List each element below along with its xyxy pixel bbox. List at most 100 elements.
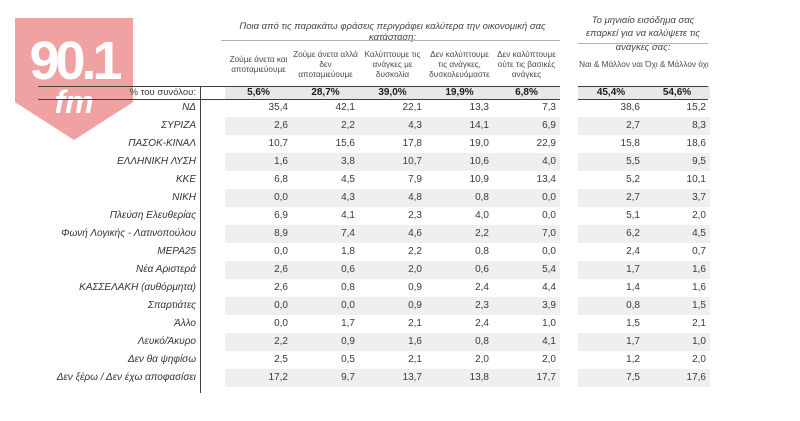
spacer [200,279,225,297]
value-cell-income: 2,4 [626,246,640,257]
column-header-economic: Δεν καλύπτουμε ούτε τις βασικές ανάγκες [497,49,556,80]
spacer [560,297,578,315]
value-cell-economic: 10,7 [268,138,288,149]
table-row: ΠΑΣΟΚ-ΚΙΝΑΛ 10,7 15,6 17,8 19,0 22,9 15,8 18,6 [0,135,710,153]
spacer [200,189,225,207]
value-cell-income: 7,5 [578,369,644,387]
value-cell-income: 4,5 [644,225,710,243]
value-cell-economic: 0,9 [292,333,359,351]
value-cell-economic: 7,0 [493,225,560,243]
table-row: Δεν ξέρω / Δεν έχω αποφασίσει 17,2 9,7 13,7… [0,369,710,387]
value-cell-economic: 2,6 [274,282,288,293]
value-cell-economic: 6,9 [493,117,560,135]
party-label: Άλλο [174,318,196,329]
spacer [560,315,578,333]
value-cell-income: 15,2 [686,102,706,113]
value-cell-income: 8,3 [644,117,710,135]
value-cell-economic: 2,0 [359,261,426,279]
value-cell-economic: 3,8 [292,153,359,171]
spacer [200,315,225,333]
value-cell-income: 1,7 [578,333,644,351]
total-cell-income: 45,4% [578,86,644,99]
value-cell-economic: 0,5 [341,354,355,365]
value-cell-economic: 1,6 [225,153,292,171]
spacer [560,279,578,297]
value-cell-economic: 4,3 [359,117,426,135]
total-cell-economic: 39,0% [359,86,426,99]
spacer [200,135,225,153]
value-cell-economic: 17,2 [225,369,292,387]
spacer [560,189,578,207]
table-row: Λευκό/Άκυρο 2,2 0,9 1,6 0,8 4,1 1,7 1,0 [0,333,710,351]
table-row: ΚΑΣΣΕΛΑΚΗ (αυθόρμητα) 2,6 0,8 0,9 2,4 4,4 1,4 1… [0,279,710,297]
spacer [200,369,225,387]
party-label: Νέα Αριστερά [136,264,196,275]
value-cell-economic: 0,0 [292,297,359,315]
value-cell-income: 1,5 [626,318,640,329]
value-cell-economic: 0,0 [274,246,288,257]
spacer [0,369,40,387]
value-cell-economic: 4,5 [341,174,355,185]
value-cell-economic: 0,8 [341,282,355,293]
value-cell-economic: 17,7 [493,369,560,387]
party-label: Λευκό/Άκυρο [137,336,196,347]
value-cell-economic: 4,8 [359,189,426,207]
value-cell-economic: 2,0 [475,354,489,365]
value-cell-economic: 15,6 [335,138,355,149]
spacer [560,44,578,86]
value-cell-income: 0,7 [692,246,706,257]
party-label: ΚΑΣΣΕΛΑΚΗ (αυθόρμητα) [79,282,196,293]
value-cell-economic: 8,9 [225,225,292,243]
value-cell-economic: 0,8 [475,246,489,257]
spacer [560,153,578,171]
value-cell-economic: 2,1 [408,354,422,365]
value-cell-income: 0,8 [578,297,644,315]
spacer [560,351,578,369]
value-cell-economic: 4,4 [542,282,556,293]
value-cell-economic: 0,0 [542,246,556,257]
logo-frequency-text: 90.1 [29,31,122,91]
spacer [560,135,578,153]
value-cell-economic: 7,9 [408,174,422,185]
spacer [200,333,225,351]
value-cell-economic: 2,0 [542,354,556,365]
spacer [560,369,578,387]
table-row: ΝΙΚΗ 0,0 4,3 4,8 0,8 0,0 2,7 3,7 [0,189,710,207]
table-row: ΜΕΡΑ25 0,0 1,8 2,2 0,8 0,0 2,4 0,7 [0,243,710,261]
value-cell-income: 5,5 [578,153,644,171]
value-cell-economic: 0,0 [274,318,288,329]
party-label: Πλεύση Ελευθερίας [109,210,196,221]
value-cell-economic: 2,3 [426,297,493,315]
value-cell-economic: 0,8 [426,333,493,351]
value-cell-economic: 0,9 [359,297,426,315]
value-cell-economic: 42,1 [335,102,355,113]
value-cell-income: 6,2 [578,225,644,243]
column-header-economic: Ζούμε άνετα αλλά δεν αποταμιεύουμε [293,49,358,80]
value-cell-economic: 2,2 [225,333,292,351]
party-label: Σπαρτιάτες [147,300,196,311]
value-cell-economic: 9,7 [292,369,359,387]
value-cell-economic: 4,0 [475,210,489,221]
label-column-separator [200,86,201,393]
spacer [560,261,578,279]
spacer [0,135,40,153]
value-cell-economic: 4,1 [341,210,355,221]
value-cell-economic: 1,7 [341,318,355,329]
value-cell-economic: 0,9 [408,282,422,293]
party-label: Δεν θα ψηφίσω [127,354,196,365]
party-label: ΕΛΛΗΝΙΚΗ ΛΥΣΗ [117,156,196,167]
spacer [200,297,225,315]
value-cell-economic: 22,1 [402,102,422,113]
spacer [560,99,578,117]
value-cell-economic: 3,9 [493,297,560,315]
rule-bottom-income [578,99,708,100]
column-header-income: Όχι & Μάλλον όχι [645,59,709,69]
value-cell-economic: 35,4 [268,102,288,113]
table-row: Δεν θα ψηφίσω 2,5 0,5 2,1 2,0 2,0 1,2 2,0 [0,351,710,369]
spacer [0,243,40,261]
totals-label: % του συνόλου: [129,87,196,98]
value-cell-economic: 2,4 [475,318,489,329]
question-economic-situation: Ποια από τις παρακάτω φράσεις περιγράφει… [239,21,546,43]
total-cell-economic: 28,7% [292,86,359,99]
party-label: Δεν ξέρω / Δεν έχω αποφασίσει [56,372,196,383]
